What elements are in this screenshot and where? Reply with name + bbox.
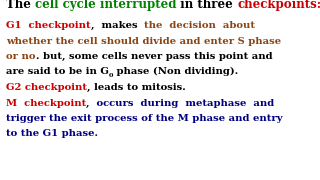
Text: the  decision  about: the decision about <box>144 21 255 30</box>
Text: whether the cell should divide and enter S phase: whether the cell should divide and enter… <box>6 37 281 46</box>
Text: M  checkpoint: M checkpoint <box>6 98 86 107</box>
Text: are said to be in G: are said to be in G <box>6 68 109 76</box>
Text: ,  makes: , makes <box>91 21 144 30</box>
Text: cell cycle interrupted: cell cycle interrupted <box>35 0 177 11</box>
Text: checkpoints:: checkpoints: <box>237 0 320 11</box>
Text: . but, some cells never pass this point and: . but, some cells never pass this point … <box>36 52 272 61</box>
Text: ,  occurs  during  metaphase  and: , occurs during metaphase and <box>86 98 275 107</box>
Text: in three: in three <box>177 0 237 11</box>
Text: trigger the exit process of the M phase and entry: trigger the exit process of the M phase … <box>6 114 283 123</box>
Text: G1  checkpoint: G1 checkpoint <box>6 21 91 30</box>
Text: phase (Non dividing).: phase (Non dividing). <box>113 67 239 76</box>
Text: G2 checkpoint: G2 checkpoint <box>6 83 87 92</box>
Text: 0: 0 <box>109 73 113 78</box>
Text: The: The <box>6 0 35 11</box>
Text: or no: or no <box>6 52 36 61</box>
Text: to the G1 phase.: to the G1 phase. <box>6 129 98 138</box>
Text: , leads to mitosis.: , leads to mitosis. <box>87 83 186 92</box>
